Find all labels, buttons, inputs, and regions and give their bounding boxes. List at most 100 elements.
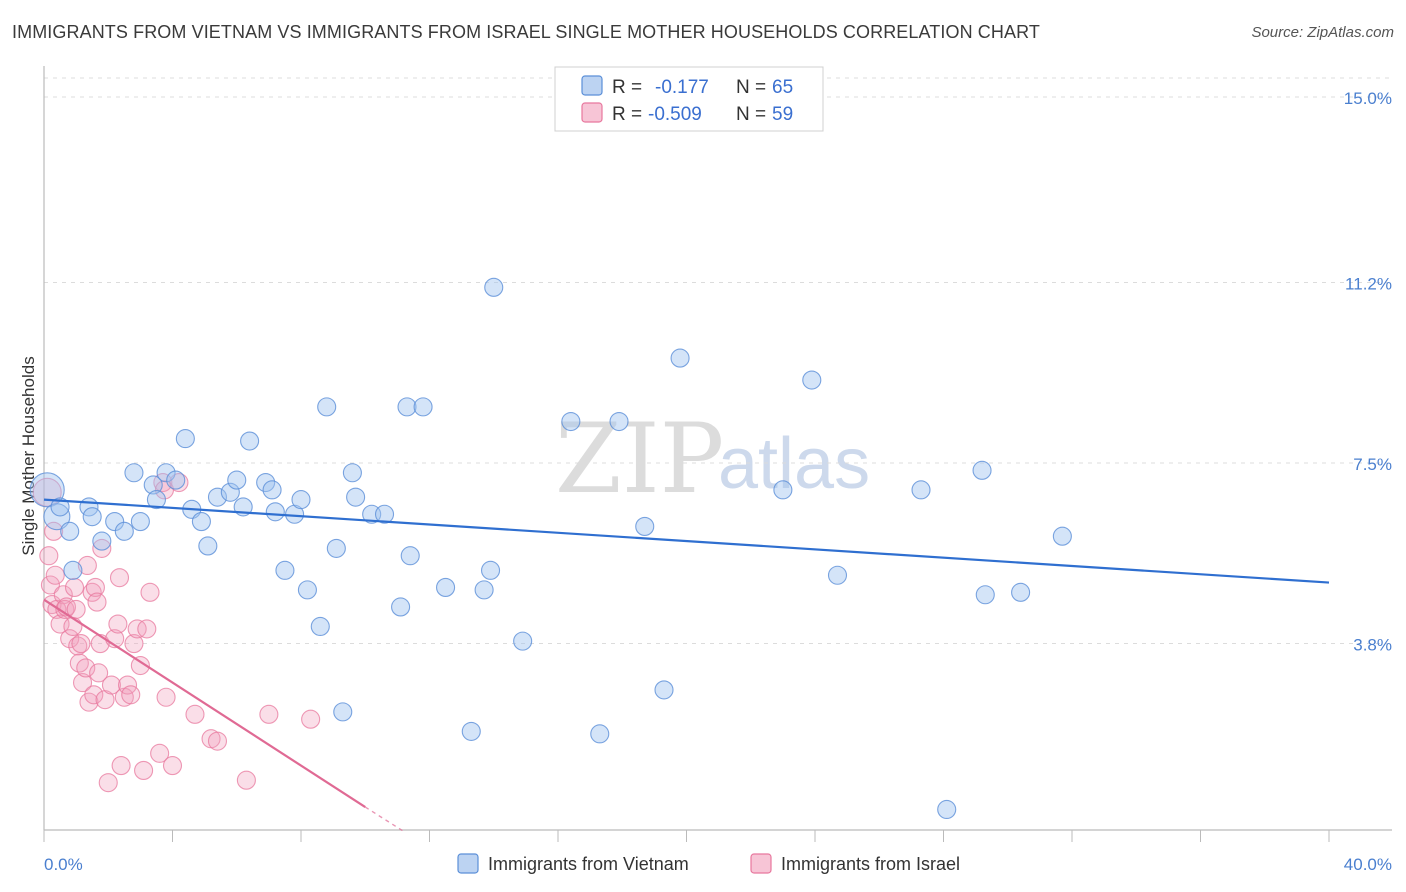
watermark-atlas: atlas xyxy=(718,424,870,504)
israel-point xyxy=(124,634,144,654)
israel-point xyxy=(68,636,88,656)
israel-point xyxy=(101,675,122,695)
legend-swatch-israel xyxy=(581,102,603,123)
vietnam-point xyxy=(484,277,504,297)
vietnam-point xyxy=(474,580,494,600)
vietnam-point xyxy=(156,463,176,483)
israel-point xyxy=(150,743,170,763)
vietnam-point xyxy=(143,475,163,495)
gridlines xyxy=(44,77,1392,645)
israel-point xyxy=(87,592,107,612)
vietnam-point xyxy=(513,631,533,651)
vietnam-point xyxy=(146,490,166,510)
israel-point xyxy=(185,704,205,724)
vietnam-point xyxy=(265,502,285,522)
vietnam-point xyxy=(310,616,330,637)
vietnam-point xyxy=(130,512,150,532)
israel-point xyxy=(60,629,80,649)
legend-r-label-israel: R = xyxy=(612,104,642,125)
chart-title: IMMIGRANTS FROM VIETNAM VS IMMIGRANTS FR… xyxy=(12,22,1040,42)
vietnam-point xyxy=(198,536,218,556)
israel-point xyxy=(162,756,183,776)
legend-n-label-israel: N = xyxy=(736,104,766,125)
vietnam-point xyxy=(397,397,417,417)
vietnam-point xyxy=(609,411,629,432)
watermark-zip: ZIP xyxy=(555,403,724,515)
legend-r-value-israel: -0.509 xyxy=(648,104,702,125)
vietnam-point xyxy=(972,460,992,480)
israel-point xyxy=(73,673,93,693)
israel-point xyxy=(130,655,150,676)
vietnam-point xyxy=(802,370,822,390)
legend-n-label-vietnam: N = xyxy=(736,77,766,98)
vietnam-point xyxy=(175,429,195,449)
y-tick-labels: 15.0% 11.2% 7.5% 3.8% xyxy=(1344,89,1392,655)
vietnam-point xyxy=(654,680,674,700)
trend-lines xyxy=(43,498,1330,833)
vietnam-point xyxy=(191,512,211,532)
israel-point xyxy=(92,538,112,558)
israel-point xyxy=(98,773,118,793)
legend-swatch-vietnam xyxy=(581,75,603,96)
vietnam-point xyxy=(635,516,655,536)
y-tick-label: 11.2% xyxy=(1345,274,1392,293)
israel-point xyxy=(64,577,85,597)
vietnam-point xyxy=(82,507,102,527)
israel-points xyxy=(32,472,321,793)
correlation-legend: R = -0.177 N = 65 R = -0.509 N = 59 xyxy=(554,66,824,132)
vietnam-point xyxy=(105,512,125,532)
x-tick-label-max: 40.0% xyxy=(1344,855,1392,874)
vietnam-point xyxy=(436,577,456,597)
legend-r-label-vietnam: R = xyxy=(612,77,642,98)
y-tick-label: 15.0% xyxy=(1344,89,1392,108)
vietnam-points xyxy=(29,277,1072,820)
israel-point xyxy=(77,555,97,576)
israel-point xyxy=(156,687,176,707)
vietnam-point xyxy=(124,463,144,483)
vietnam-point xyxy=(63,560,83,580)
vietnam-point xyxy=(391,597,411,617)
vietnam-point xyxy=(317,397,337,417)
vietnam-point xyxy=(827,565,848,585)
bottom-legend-label-israel: Immigrants from Israel xyxy=(781,854,960,874)
vietnam-point xyxy=(60,521,80,541)
bottom-legend-label-vietnam: Immigrants from Vietnam xyxy=(488,854,689,874)
israel-point xyxy=(127,619,147,639)
vietnam-point xyxy=(43,503,71,531)
israel-point xyxy=(45,565,65,585)
vietnam-point xyxy=(262,480,282,500)
israel-point xyxy=(109,568,130,588)
vietnam-point xyxy=(227,470,247,490)
israel-point xyxy=(259,704,279,724)
israel-trend-line xyxy=(43,598,366,808)
vietnam-point xyxy=(413,397,433,417)
israel-point xyxy=(207,731,228,751)
israel-point xyxy=(76,658,96,678)
israel-point xyxy=(169,472,189,493)
vietnam-point xyxy=(480,560,501,580)
israel-point xyxy=(121,685,141,705)
y-tick-label: 7.5% xyxy=(1353,455,1392,474)
source-credit: Source: ZipAtlas.com xyxy=(1251,24,1394,41)
series-legend: Immigrants from Vietnam Immigrants from … xyxy=(457,853,960,874)
vietnam-point xyxy=(166,470,186,490)
vietnam-point xyxy=(561,411,581,432)
vietnam-point xyxy=(240,431,260,451)
vietnam-point xyxy=(400,546,420,566)
legend-n-value-vietnam: 65 xyxy=(772,77,793,98)
y-axis-title: Single Mother Households xyxy=(19,356,38,555)
vietnam-point xyxy=(256,472,276,493)
vietnam-point xyxy=(114,521,134,541)
israel-point xyxy=(236,770,256,790)
israel-point xyxy=(69,653,89,673)
bottom-legend-swatch-israel xyxy=(750,853,772,874)
vietnam-point xyxy=(670,348,690,368)
israel-point xyxy=(71,634,91,654)
vietnam-trend-line xyxy=(43,498,1330,584)
vietnam-point xyxy=(590,724,610,744)
israel-point xyxy=(89,663,109,683)
vietnam-point xyxy=(297,580,317,600)
vietnam-point xyxy=(207,487,228,507)
vietnam-point xyxy=(275,560,295,580)
